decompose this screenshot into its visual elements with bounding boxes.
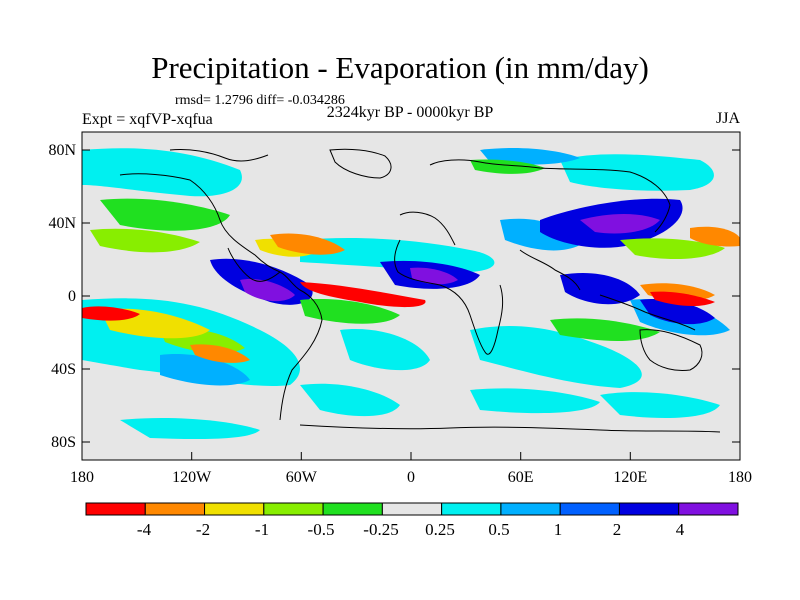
lon-label-120w: 120W [172,469,212,486]
map-title: Precipitation - Evaporation (in mm/day) [151,50,649,85]
colorbar-box [678,502,739,516]
colorbar-label: -2 [196,520,210,539]
lat-labels: 80N 40N 0 40S 80S [48,142,76,451]
colorbar-labels: -4 -2 -1 -0.5 -0.25 0.25 0.5 1 2 4 [137,520,685,539]
colorbar-box [263,502,324,516]
colorbar: -4 -2 -1 -0.5 -0.25 0.25 0.5 1 2 4 [85,502,739,539]
lat-label-80s: 80S [51,434,76,451]
coastlines [119,148,721,433]
lon-axis [81,452,741,460]
lon-label-0: 0 [407,469,415,486]
map-plot-area [82,132,740,460]
colorbar-label: 0.25 [425,520,455,539]
colorbar-label: 2 [613,520,622,539]
colorbar-label: -0.25 [363,520,398,539]
colorbar-box [381,502,443,516]
lon-label-180w: 180 [70,469,94,486]
lon-label-60e: 60E [508,469,534,486]
lat-label-80n: 80N [48,142,76,159]
lon-label-180e: 180 [728,469,752,486]
experiment-label: Expt = xqfVP-xqfua [82,111,213,128]
lat-label-40s: 40S [51,361,76,378]
colorbar-box [500,502,561,516]
lon-labels: 180 120W 60W 0 60E 120E 180 [70,469,752,486]
lon-label-120e: 120E [613,469,647,486]
colorbar-box [204,502,265,516]
colorbar-label: 0.5 [488,520,509,539]
colorbar-label: -0.5 [308,520,335,539]
stats-label: rmsd= 1.2796 diff= -0.034286 [175,93,345,108]
colorbar-label: 1 [554,520,563,539]
colorbar-box [85,502,146,516]
colorbar-box [559,502,620,516]
lon-label-60w: 60W [286,469,318,486]
colorbar-label: 4 [676,520,685,539]
field-yellowgreen [90,228,725,354]
colorbar-box [144,502,206,516]
colorbar-label: -1 [255,520,269,539]
field-red [82,282,715,321]
field-green [100,159,660,341]
colorbar-box [618,502,680,516]
lat-axis [82,149,740,443]
season-label: JJA [715,110,740,127]
colorbar-box [441,502,502,516]
lat-label-40n: 40N [48,215,76,232]
colorbar-boxes [85,502,739,516]
lat-label-eq: 0 [68,288,76,305]
colorbar-box [322,502,383,516]
colorbar-label: -4 [137,520,152,539]
field-purple [240,214,660,302]
period-label: 2324kyr BP - 0000kyr BP [326,104,494,121]
